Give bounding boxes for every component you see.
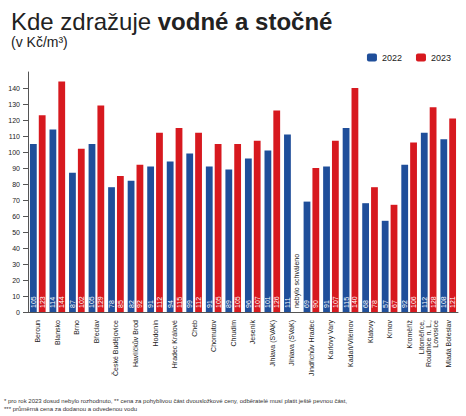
svg-text:94: 94 <box>167 300 174 308</box>
svg-text:60: 60 <box>12 213 20 220</box>
svg-text:89: 89 <box>225 300 232 308</box>
svg-text:30: 30 <box>12 261 20 268</box>
svg-text:Kroměříž: Kroměříž <box>406 320 413 349</box>
svg-text:87: 87 <box>69 300 76 308</box>
svg-text:Lovosice: Lovosice <box>432 320 439 348</box>
svg-text:Hradec Králové: Hradec Králové <box>171 320 178 368</box>
svg-text:Jihlava (SVaK): Jihlava (SVaK) <box>288 320 296 366</box>
svg-text:91: 91 <box>147 300 154 308</box>
svg-text:20: 20 <box>12 277 20 284</box>
svg-text:nebylo schváleno: nebylo schváleno <box>293 254 301 308</box>
svg-text:Mladá Boleslav: Mladá Boleslav <box>445 320 452 368</box>
svg-text:85: 85 <box>117 300 124 308</box>
svg-text:110: 110 <box>9 133 20 140</box>
svg-text:82: 82 <box>128 300 135 308</box>
svg-text:108: 108 <box>440 296 447 308</box>
svg-text:129: 129 <box>97 296 104 308</box>
svg-text:69: 69 <box>303 300 310 308</box>
svg-text:123: 123 <box>39 296 46 308</box>
svg-text:140: 140 <box>8 85 20 92</box>
svg-text:Cheb: Cheb <box>191 320 198 337</box>
svg-text:114: 114 <box>49 297 56 308</box>
svg-text:107: 107 <box>254 296 261 308</box>
svg-text:10: 10 <box>12 293 20 300</box>
svg-text:Kde zdražuje: Kde zdražuje <box>11 8 158 35</box>
svg-text:2023: 2023 <box>431 53 451 63</box>
svg-text:Havlíčkův Brod: Havlíčkův Brod <box>132 320 139 367</box>
svg-text:Krnov: Krnov <box>386 320 393 339</box>
svg-text:Jeseník: Jeseník <box>249 320 256 345</box>
svg-text:Roudnice n. L.,: Roudnice n. L., <box>425 320 432 367</box>
svg-text:Beroun: Beroun <box>34 320 41 343</box>
svg-text:111: 111 <box>284 297 291 308</box>
svg-text:Klatovy: Klatovy <box>367 320 375 343</box>
svg-text:101: 101 <box>264 296 271 308</box>
svg-text:105: 105 <box>215 296 222 308</box>
svg-text:70: 70 <box>12 197 20 204</box>
svg-text:106: 106 <box>410 296 417 308</box>
svg-text:Karlovy Vary: Karlovy Vary <box>327 320 335 360</box>
svg-text:78: 78 <box>108 300 115 308</box>
svg-text:96: 96 <box>245 300 252 308</box>
svg-text:100: 100 <box>8 149 20 156</box>
svg-text:50: 50 <box>12 229 20 236</box>
svg-text:92: 92 <box>401 300 408 308</box>
svg-text:140: 140 <box>351 296 358 308</box>
svg-text:80: 80 <box>12 181 20 188</box>
svg-text:91: 91 <box>206 300 213 308</box>
svg-text:Hodonín: Hodonín <box>152 320 159 347</box>
svg-text:Břeclav: Břeclav <box>93 320 100 344</box>
svg-text:105: 105 <box>234 296 241 308</box>
svg-text:Chrudim: Chrudim <box>230 320 237 347</box>
svg-text:112: 112 <box>195 297 202 308</box>
svg-text:144: 144 <box>58 296 65 308</box>
svg-text:115: 115 <box>343 297 350 308</box>
svg-text:Jindřichův Hradec: Jindřichův Hradec <box>308 320 315 377</box>
svg-text:* pro rok 2023 dosud nebylo ro: * pro rok 2023 dosud nebylo rozhodnuto, … <box>4 398 347 404</box>
svg-text:Jihlava (SVAK): Jihlava (SVAK) <box>269 320 277 367</box>
svg-text:Chomutov: Chomutov <box>210 320 217 352</box>
svg-text:Brno: Brno <box>73 320 80 335</box>
svg-text:68: 68 <box>362 300 369 308</box>
svg-text:91: 91 <box>323 300 330 308</box>
svg-text:112: 112 <box>156 297 163 308</box>
svg-text:92: 92 <box>136 300 143 308</box>
svg-text:(v Kč/m³): (v Kč/m³) <box>11 34 68 50</box>
svg-text:Blansko: Blansko <box>54 320 61 345</box>
svg-text:102: 102 <box>78 296 85 308</box>
svg-text:105: 105 <box>88 296 95 308</box>
svg-text:Litoměřice,: Litoměřice, <box>418 320 425 354</box>
svg-text:67: 67 <box>391 300 398 308</box>
svg-text:128: 128 <box>430 296 437 308</box>
svg-text:40: 40 <box>12 245 20 252</box>
svg-text:107: 107 <box>332 296 339 308</box>
svg-text:112: 112 <box>421 297 428 308</box>
svg-text:126: 126 <box>273 296 280 308</box>
svg-text:120: 120 <box>8 117 20 124</box>
svg-text:vodné a stočné: vodné a stočné <box>158 8 333 35</box>
svg-text:105: 105 <box>30 296 37 308</box>
svg-text:130: 130 <box>8 101 20 108</box>
svg-text:78: 78 <box>371 300 378 308</box>
svg-text:0: 0 <box>16 309 20 316</box>
svg-text:99: 99 <box>186 300 193 308</box>
svg-text:121: 121 <box>449 296 456 308</box>
svg-text:90: 90 <box>12 165 20 172</box>
svg-text:115: 115 <box>176 297 183 308</box>
svg-text:57: 57 <box>382 300 389 308</box>
svg-text:Kadaň/Vilémov: Kadaň/Vilémov <box>347 320 354 367</box>
svg-text:*** průměrná cena za dodanou a: *** průměrná cena za dodanou a odvedenou… <box>4 406 137 412</box>
svg-text:České Budějovice: České Budějovice <box>111 320 120 376</box>
svg-text:2022: 2022 <box>382 53 402 63</box>
svg-text:90: 90 <box>312 300 319 308</box>
